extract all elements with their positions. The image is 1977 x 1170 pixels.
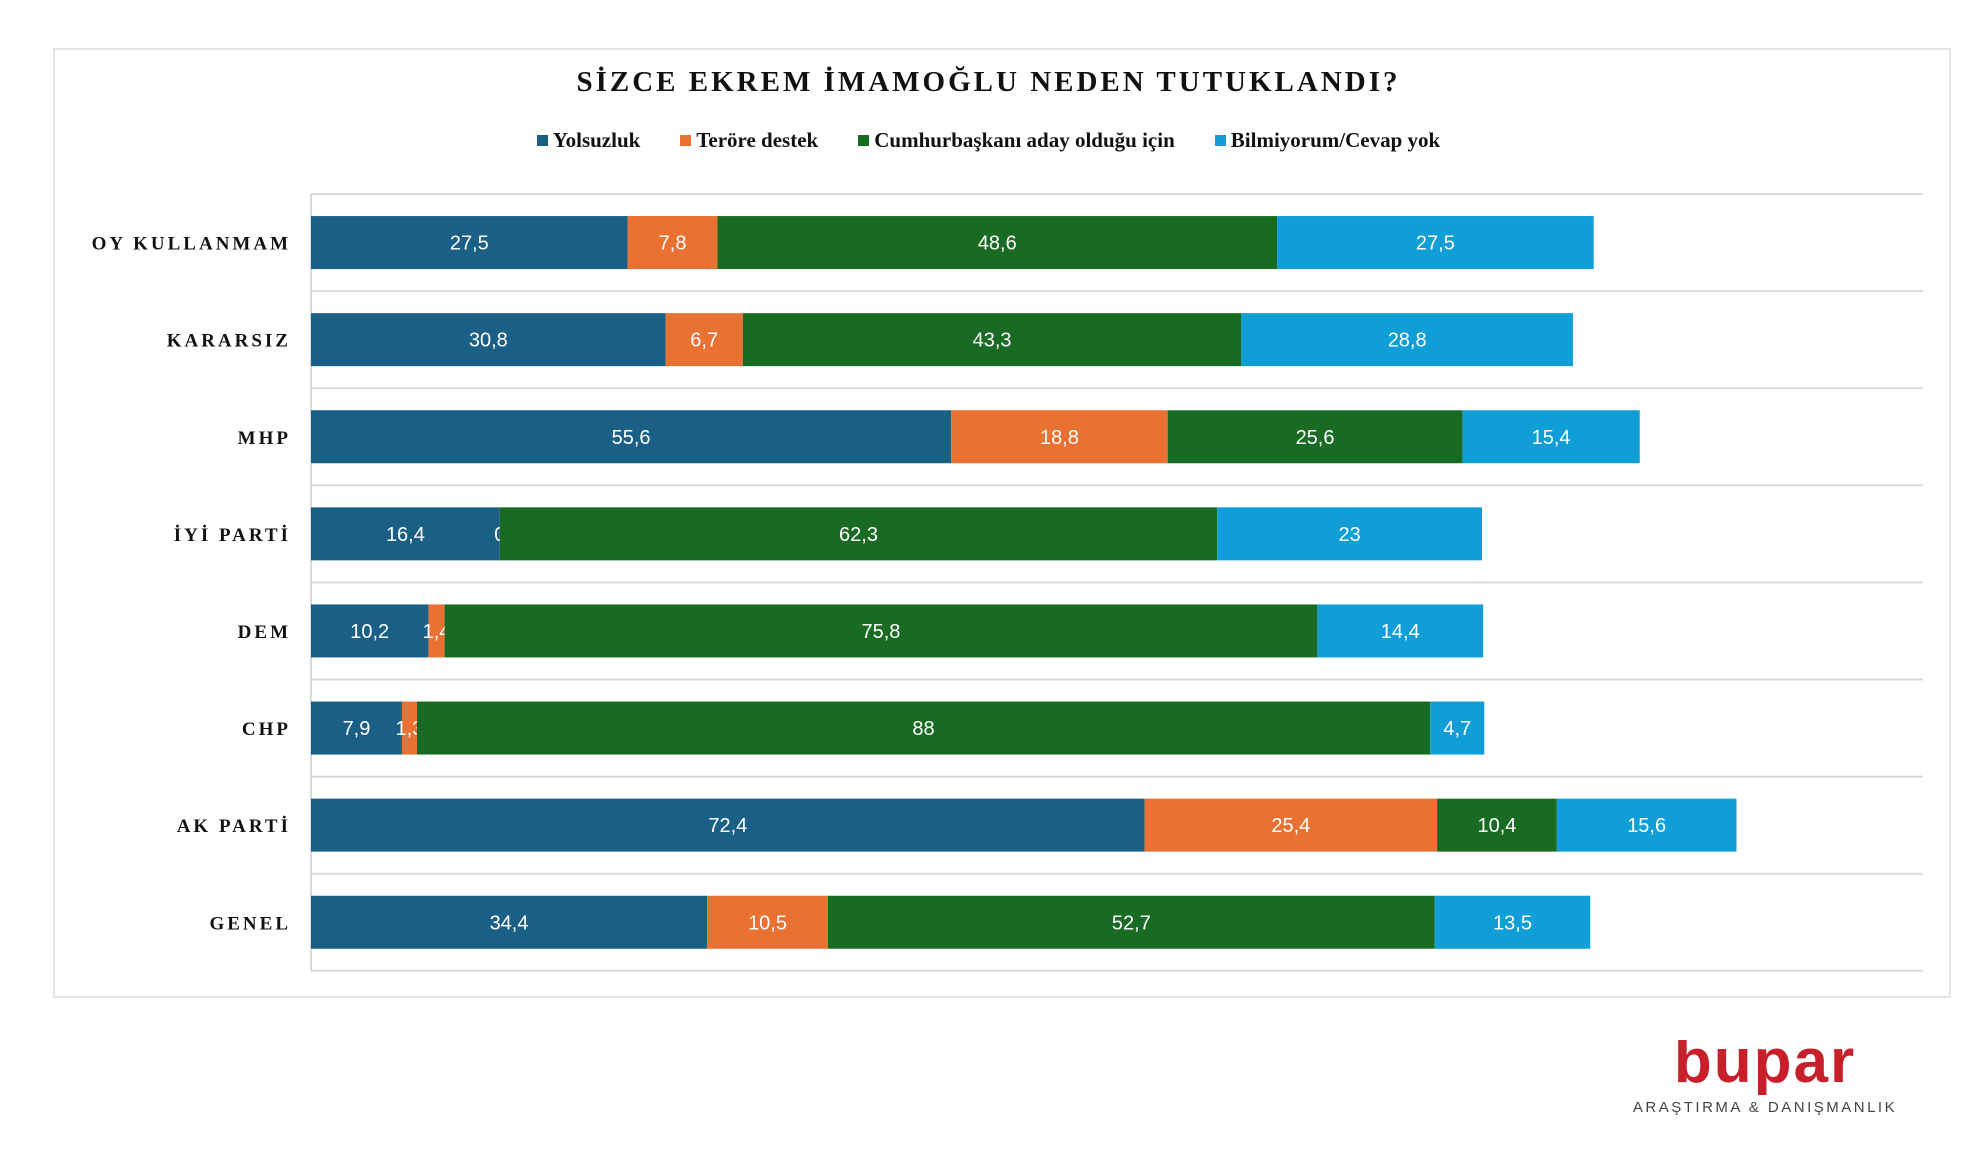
legend-swatch <box>1214 135 1226 146</box>
legend-item-bilmiyorum: Bilmiyorum/Cevap yok <box>1214 128 1441 153</box>
legend-label: Cumhurbaşkanı aday olduğu için <box>874 128 1175 152</box>
data-label: 18,8 <box>1040 427 1079 449</box>
data-label: 14,4 <box>1381 621 1420 643</box>
data-label: 10,2 <box>350 621 389 643</box>
bar-segment <box>311 507 500 561</box>
data-label: 52,7 <box>1112 912 1151 934</box>
bar-segment <box>1556 798 1737 852</box>
logo-tagline: ARAŞTIRMA & DANIŞMANLIK <box>1633 1099 1897 1115</box>
bar-segment <box>827 895 1435 949</box>
category-label: KARARSIZ <box>167 331 291 352</box>
bar-segment <box>311 895 708 949</box>
legend-item-cumhurbaskani: Cumhurbaşkanı aday olduğu için <box>858 128 1175 153</box>
category-label: CHP <box>242 719 291 740</box>
bar-segment <box>1434 895 1591 949</box>
category-label: OY KULLANMAM <box>92 234 291 255</box>
bar-segment <box>1277 216 1594 270</box>
data-label: 23 <box>1338 524 1360 546</box>
bar-segment <box>401 701 417 755</box>
data-label: 16,4 <box>386 524 425 546</box>
category-label: MHP <box>238 428 291 449</box>
bar-segment <box>311 216 628 270</box>
legend-swatch <box>680 135 692 146</box>
category-label: AK PARTİ <box>177 816 291 837</box>
bupar-logo: bupar ARAŞTIRMA & DANIŞMANLIK <box>1633 1040 1897 1115</box>
data-label: 88 <box>912 718 934 740</box>
bar-segment <box>1437 798 1557 852</box>
legend: Yolsuzluk Teröre destek Cumhurbaşkanı ad… <box>0 128 1977 153</box>
data-label: 13,5 <box>1493 912 1532 934</box>
bar-segment <box>311 604 429 658</box>
bar-segment <box>311 410 952 464</box>
category-label: İYİ PARTİ <box>174 525 291 546</box>
bar-segment <box>444 604 1318 658</box>
data-label: 10,4 <box>1478 815 1517 837</box>
bar-segment <box>1144 798 1438 852</box>
chart-title: SİZCE EKREM İMAMOĞLU NEDEN TUTUKLANDI? <box>576 66 1401 98</box>
bar-segment <box>416 701 1431 755</box>
data-label: 25,4 <box>1271 815 1310 837</box>
bar-segment <box>1241 313 1573 367</box>
bar-segment <box>627 216 718 270</box>
legend-label: Yolsuzluk <box>552 128 641 152</box>
data-label: 15,6 <box>1627 815 1666 837</box>
bar-segment <box>951 410 1168 464</box>
data-label: 72,4 <box>708 815 747 837</box>
data-label: 25,6 <box>1296 427 1335 449</box>
bar-segment <box>1317 604 1484 658</box>
data-label: 1,3 <box>396 718 424 740</box>
bar-segment <box>1167 410 1463 464</box>
data-label: 15,4 <box>1532 427 1571 449</box>
bar-segment <box>1462 410 1640 464</box>
data-label: 55,6 <box>612 427 651 449</box>
data-label: 10,5 <box>748 912 787 934</box>
data-label: 7,9 <box>343 718 371 740</box>
category-label: GENEL <box>209 913 291 934</box>
legend-swatch <box>536 135 548 146</box>
legend-item-terore-destek: Teröre destek <box>680 128 818 153</box>
chart-frame <box>53 48 1951 998</box>
data-label: 27,5 <box>1416 233 1455 255</box>
data-label: 27,5 <box>450 233 489 255</box>
logo-wordmark: bupar <box>1674 1040 1856 1096</box>
data-label: 6,7 <box>690 330 718 352</box>
legend-label: Teröre destek <box>696 128 819 152</box>
bar-segment <box>742 313 1242 367</box>
legend-swatch <box>858 135 870 146</box>
data-label: 62,3 <box>839 524 878 546</box>
bar-segment <box>311 798 1145 852</box>
data-label: 75,8 <box>861 621 900 643</box>
bar-segment <box>428 604 445 658</box>
bar-segment <box>1217 507 1483 561</box>
bar-segment <box>1430 701 1485 755</box>
bar-segment <box>311 313 666 367</box>
bar-segment <box>311 701 402 755</box>
data-label: 1,4 <box>423 621 451 643</box>
data-label: 4,7 <box>1443 718 1471 740</box>
category-label: DEM <box>238 622 291 643</box>
bar-segment <box>717 216 1278 270</box>
data-label: 48,6 <box>978 233 1017 255</box>
data-label: 7,8 <box>659 233 687 255</box>
data-label: 30,8 <box>469 330 508 352</box>
legend-item-yolsuzluk: Yolsuzluk <box>536 128 641 153</box>
data-label: 43,3 <box>973 330 1012 352</box>
bar-segment <box>499 507 1218 561</box>
data-label: 34,4 <box>490 912 529 934</box>
bar-segment <box>707 895 828 949</box>
legend-label: Bilmiyorum/Cevap yok <box>1230 128 1441 152</box>
bar-segment <box>665 313 743 367</box>
data-label: 28,8 <box>1388 330 1427 352</box>
